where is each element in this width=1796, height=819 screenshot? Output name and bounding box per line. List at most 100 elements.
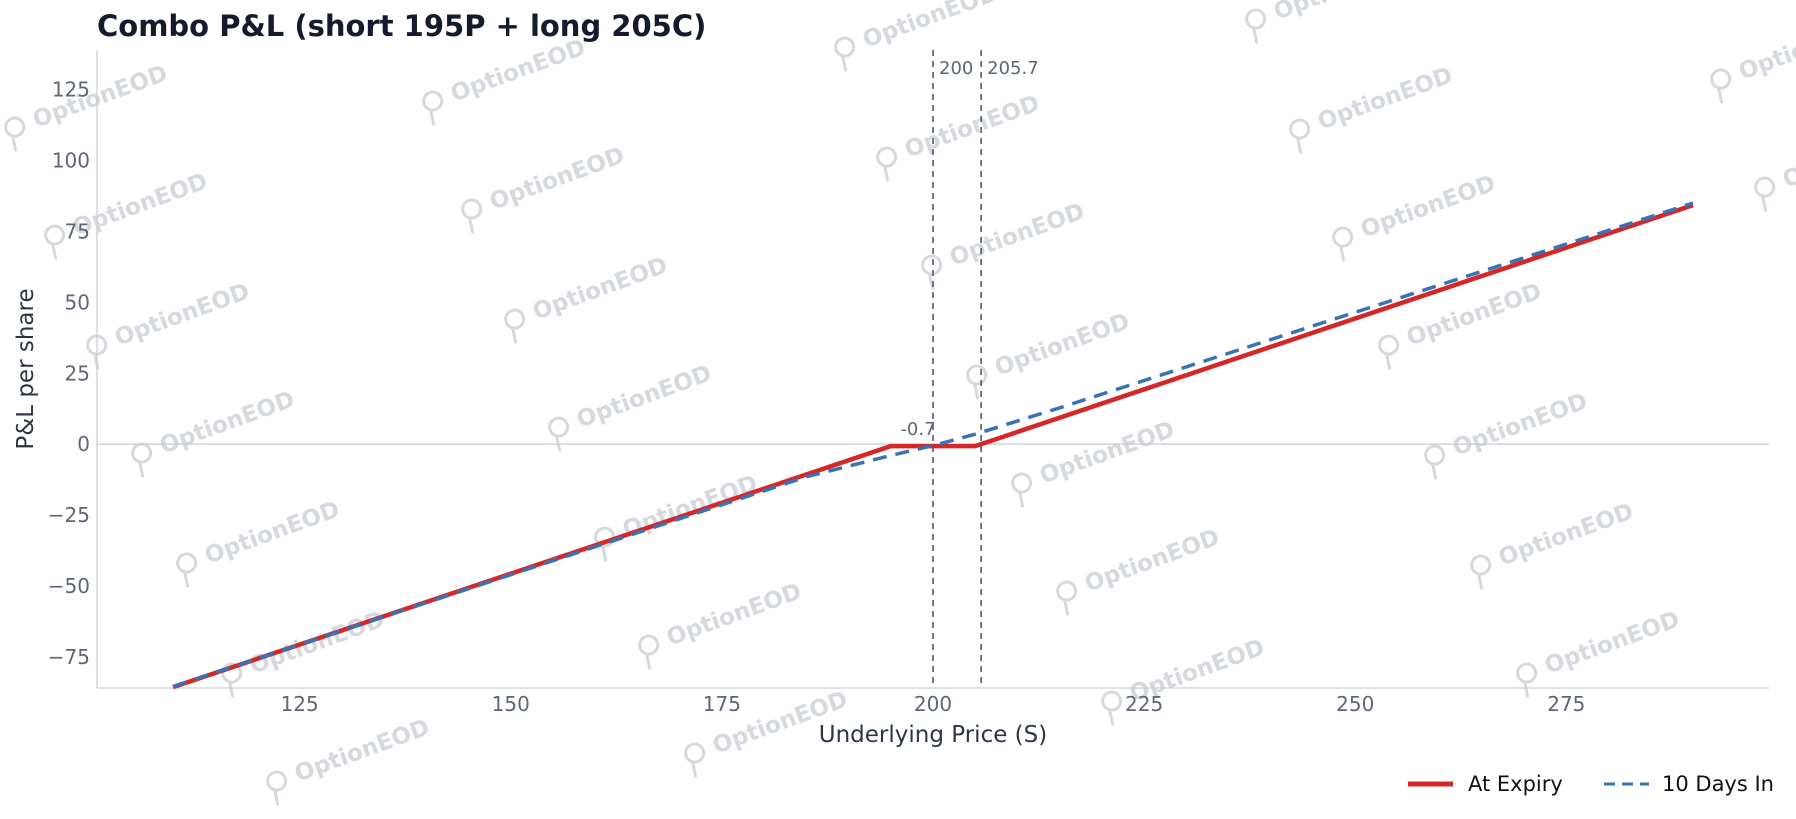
watermark: OptionEOD — [44, 169, 211, 260]
watermark: OptionEOD — [86, 279, 253, 370]
optioneod-logo-icon — [548, 416, 570, 452]
optioneod-logo-icon — [422, 90, 444, 126]
watermark: OptionEOD — [176, 497, 343, 588]
watermark: OptionEOD — [1011, 417, 1178, 508]
watermark-text: OptionEOD — [156, 387, 298, 460]
watermark: OptionEOD — [1332, 171, 1499, 262]
legend: At Expiry 10 Days In — [1408, 772, 1774, 796]
watermark: OptionEOD — [1424, 389, 1591, 480]
optioneod-logo-icon — [1289, 118, 1311, 154]
optioneod-logo-icon — [1754, 176, 1776, 212]
watermark: OptionEOD — [1245, 0, 1412, 44]
watermark-text: OptionEOD — [486, 143, 628, 216]
optioneod-logo-icon — [594, 526, 616, 562]
chart-title: Combo P&L (short 195P + long 205C) — [97, 9, 706, 43]
watermark-text: OptionEOD — [29, 61, 171, 134]
optioneod-logo-icon — [1245, 8, 1267, 44]
watermark-text: OptionEOD — [1357, 171, 1499, 244]
watermark-text: OptionEOD — [1541, 607, 1683, 680]
watermark: OptionEOD — [422, 35, 589, 126]
watermark-text: OptionEOD — [69, 169, 211, 242]
x-tick-label: 275 — [1547, 692, 1585, 716]
watermark: OptionEOD — [921, 199, 1088, 290]
optioneod-logo-icon — [1378, 334, 1400, 370]
legend-label-10-days-in: 10 Days In — [1662, 772, 1774, 796]
watermark: OptionEOD — [548, 361, 715, 452]
axes — [96, 50, 1769, 689]
optioneod-logo-icon — [504, 308, 526, 344]
watermark: OptionEOD — [1378, 279, 1545, 370]
watermark-text: OptionEOD — [991, 309, 1133, 382]
optioneod-logo-icon — [4, 116, 26, 152]
y-tick-label: 25 — [65, 361, 90, 385]
watermark-text: OptionEOD — [1449, 389, 1591, 462]
optioneod-logo-icon — [1424, 444, 1446, 480]
breakeven-annotation: -0.7 — [900, 419, 935, 440]
y-tick-label: 75 — [65, 219, 90, 243]
watermark-text: OptionEOD — [1270, 0, 1412, 25]
watermark-text: OptionEOD — [1314, 63, 1456, 136]
watermark: OptionEOD — [266, 715, 433, 806]
y-axis-label: P&L per share — [13, 288, 39, 449]
annotations: -0.7 — [900, 419, 935, 440]
y-tick-label: −50 — [48, 574, 90, 598]
watermark-text: OptionEOD — [1036, 417, 1178, 490]
watermark: OptionEOD — [1289, 63, 1456, 154]
watermark: OptionEOD — [1710, 13, 1796, 104]
watermark: OptionEOD — [4, 61, 171, 152]
optioneod-logo-icon — [966, 364, 988, 400]
x-tick-label: 225 — [1125, 692, 1163, 716]
optioneod-logo-icon — [1470, 554, 1492, 590]
watermark-text: OptionEOD — [529, 253, 671, 326]
y-tick-label: 50 — [65, 290, 90, 314]
watermark-text: OptionEOD — [663, 579, 805, 652]
series-10-days-in — [172, 201, 1694, 689]
optioneod-logo-icon — [44, 224, 66, 260]
watermark-text: OptionEOD — [946, 199, 1088, 272]
y-ticks: −75 −50 −25 0 25 50 75 100 125 — [48, 78, 90, 669]
x-axis-label: Underlying Price (S) — [819, 722, 1047, 748]
optioneod-logo-icon — [1011, 472, 1033, 508]
y-tick-label: −75 — [48, 645, 90, 669]
watermark: OptionEOD — [1754, 121, 1796, 212]
x-tick-label: 175 — [703, 692, 741, 716]
x-tick-label: 200 — [914, 692, 952, 716]
y-tick-label: −25 — [48, 503, 90, 527]
optioneod-logo-icon — [131, 442, 153, 478]
watermark-text: OptionEOD — [859, 0, 1001, 53]
y-tick-label: 0 — [77, 432, 90, 456]
y-tick-label: 125 — [52, 78, 90, 102]
optioneod-logo-icon — [1710, 68, 1732, 104]
watermark: OptionEOD — [1470, 499, 1637, 590]
x-tick-label: 150 — [492, 692, 530, 716]
optioneod-logo-icon — [1516, 662, 1538, 698]
watermark-text: OptionEOD — [291, 715, 433, 788]
watermark-text: OptionEOD — [201, 497, 343, 570]
optioneod-logo-icon — [266, 770, 288, 806]
x-tick-label: 250 — [1336, 692, 1374, 716]
x-tick-label: 125 — [281, 692, 319, 716]
watermark-text: OptionEOD — [246, 607, 388, 680]
watermark: OptionEOD — [221, 607, 388, 698]
optioneod-logo-icon — [176, 552, 198, 588]
watermark-text: OptionEOD — [1495, 499, 1637, 572]
optioneod-logo-icon — [834, 36, 856, 72]
watermark: OptionEOD — [1516, 607, 1683, 698]
watermark: OptionEOD — [461, 143, 628, 234]
watermark-text: OptionEOD — [447, 35, 589, 108]
watermark: OptionEOD — [1056, 525, 1223, 616]
watermark-text: OptionEOD — [1081, 525, 1223, 598]
x-ticks: 125 150 175 200 225 250 275 — [281, 692, 1586, 716]
series-layer — [172, 201, 1694, 690]
watermark-text: OptionEOD — [111, 279, 253, 352]
vline-label: 200 — [939, 58, 973, 79]
watermark-text: OptionEOD — [901, 91, 1043, 164]
legend-label-at-expiry: At Expiry — [1468, 772, 1563, 796]
optioneod-logo-icon — [1332, 226, 1354, 262]
watermark: OptionEOD — [966, 309, 1133, 400]
y-tick-label: 100 — [52, 149, 90, 173]
watermark-text: OptionEOD — [573, 361, 715, 434]
watermark-text: OptionEOD — [1779, 121, 1796, 194]
